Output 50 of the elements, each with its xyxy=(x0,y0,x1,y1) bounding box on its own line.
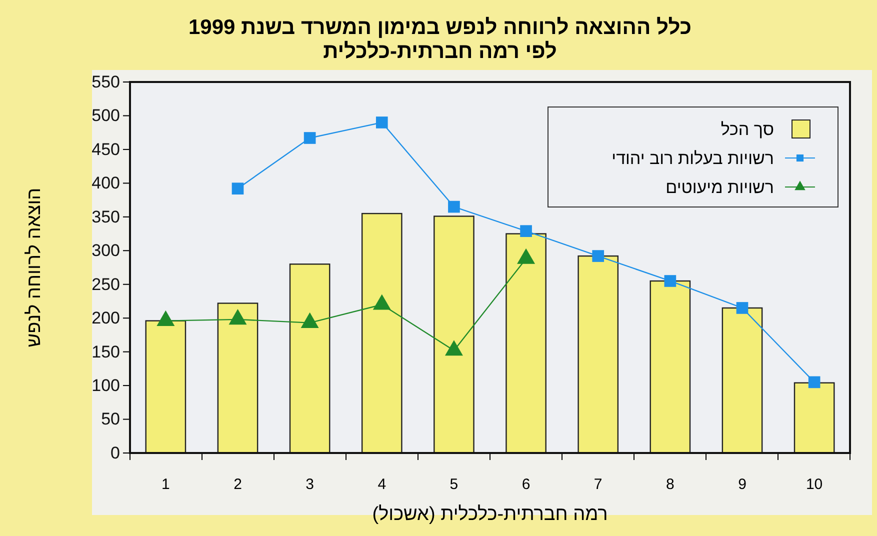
y-tick-label: 500 xyxy=(92,106,120,126)
bar xyxy=(361,212,402,454)
y-axis-title: הוצאה לרווחה לנפש xyxy=(24,188,45,348)
bar xyxy=(289,264,330,454)
x-tick-label: 2 xyxy=(234,476,242,493)
y-tick-label: 550 xyxy=(92,72,120,92)
point xyxy=(228,309,247,325)
bar xyxy=(506,233,546,454)
chart-title: כלל ההוצאה לרווחה לנפש במימון המשרד בשנת 1999 לפי רמה חברתית-כלכלית xyxy=(188,16,692,63)
y-tick-label: 450 xyxy=(92,140,120,159)
legend-label: רשויות מיעוטים xyxy=(666,178,774,197)
x-tick-label: 5 xyxy=(450,476,458,493)
point xyxy=(372,294,391,310)
bar xyxy=(650,280,691,454)
x-tick-label: 3 xyxy=(306,476,314,493)
point xyxy=(232,182,244,194)
legend-label: רשויות בעלות רוב יהודי xyxy=(612,149,774,168)
point xyxy=(300,312,319,328)
y-tick-label: 200 xyxy=(92,308,120,328)
bar xyxy=(578,255,619,454)
point xyxy=(592,250,604,262)
x-tick-label: 1 xyxy=(162,476,170,493)
bar xyxy=(434,216,474,454)
y-tick-label: 150 xyxy=(92,342,120,362)
x-tick-label: 4 xyxy=(378,476,386,493)
legend-label: סך הכל xyxy=(720,120,774,139)
point xyxy=(517,248,536,264)
bar xyxy=(794,382,835,454)
y-tick-label: 100 xyxy=(92,376,120,395)
point xyxy=(448,200,460,213)
point xyxy=(156,310,175,326)
bar xyxy=(217,302,258,454)
y-tick-label: 250 xyxy=(92,274,120,294)
bar xyxy=(145,320,186,454)
point xyxy=(520,225,532,237)
x-tick-label: 10 xyxy=(806,476,823,493)
y-tick-label: 0 xyxy=(110,443,120,462)
y-tick-label: 350 xyxy=(92,207,120,226)
x-tick-label: 9 xyxy=(738,476,746,493)
x-tick-label: 7 xyxy=(594,476,602,493)
point xyxy=(376,116,388,128)
point xyxy=(304,132,316,144)
x-axis-title: רמה חברתית-כלכלית (אשכול) xyxy=(372,504,608,525)
point xyxy=(444,340,463,356)
bar xyxy=(722,307,763,454)
y-tick-label: 400 xyxy=(92,174,120,193)
y-tick-label: 50 xyxy=(101,410,120,429)
x-tick-label: 6 xyxy=(522,476,530,493)
y-tick-label: 300 xyxy=(92,241,120,260)
x-tick-label: 8 xyxy=(666,476,674,493)
